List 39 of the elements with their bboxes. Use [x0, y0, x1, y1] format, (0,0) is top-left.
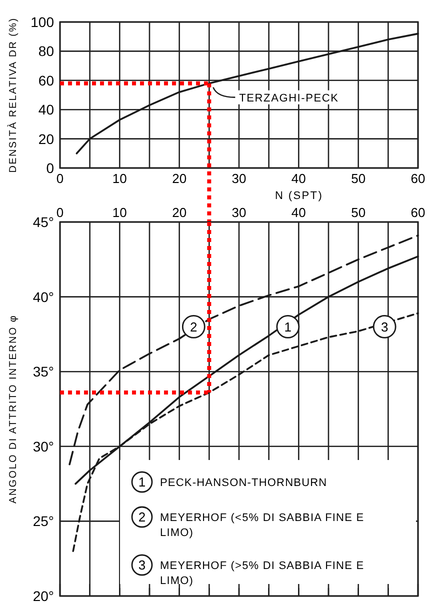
x-tick-label: 0: [56, 205, 64, 220]
y-tick-label: 45°: [32, 214, 54, 230]
legend-label: MEYERHOF (<5% DI SABBIA FINE E LIMO): [160, 512, 364, 539]
x-tick-label: 50: [351, 171, 366, 186]
x-tick-label: 30: [232, 171, 246, 186]
x-tick-label: 30: [232, 205, 246, 220]
y-tick-label: 80: [38, 43, 54, 60]
x-tick-label: 40: [291, 171, 306, 186]
y-tick-label: 20°: [32, 588, 54, 603]
y-tick-label: 0: [46, 160, 54, 176]
x-axis-title: N (SPT): [274, 190, 324, 202]
y-tick-label: 40: [38, 102, 54, 118]
x-tick-label: 20: [172, 171, 187, 186]
x-tick-label: 40: [291, 205, 306, 220]
x-tick-label: 0: [56, 171, 64, 186]
annotation: 1: [284, 320, 292, 335]
y-tick-label: 30°: [32, 438, 54, 454]
x-tick-label: 50: [351, 205, 366, 220]
y-tick-label: 100: [30, 14, 54, 30]
text: 3: [138, 558, 146, 572]
annotation: 3: [380, 320, 388, 335]
y-tick-label: 20: [38, 130, 54, 147]
text: 1: [138, 474, 146, 490]
y-axis-title: DENSITÀ RELATIVA DR (%): [7, 17, 19, 173]
y-axis-title: ANGOLO DI ATTRITO INTERNO φ: [8, 314, 19, 504]
y-tick-label: 40°: [32, 288, 54, 305]
x-tick-label: 60: [410, 205, 426, 220]
legend-label: MEYERHOF (>5% DI SABBIA FINE E LIMO): [160, 560, 364, 587]
x-tick-label: 10: [112, 205, 127, 220]
legend-label: PECK-HANSON-THORNBURN: [160, 477, 328, 489]
y-tick-label: 60: [38, 72, 54, 88]
x-tick-label: 10: [112, 171, 127, 186]
x-tick-label: 60: [410, 171, 426, 186]
y-tick-label: 25°: [32, 513, 54, 530]
text: 2: [138, 510, 146, 524]
y-tick-label: 35°: [32, 364, 54, 380]
x-tick-label: 20: [172, 205, 187, 220]
annotation: TERZAGHI-PECK: [239, 92, 339, 104]
annotation: 2: [190, 320, 198, 335]
